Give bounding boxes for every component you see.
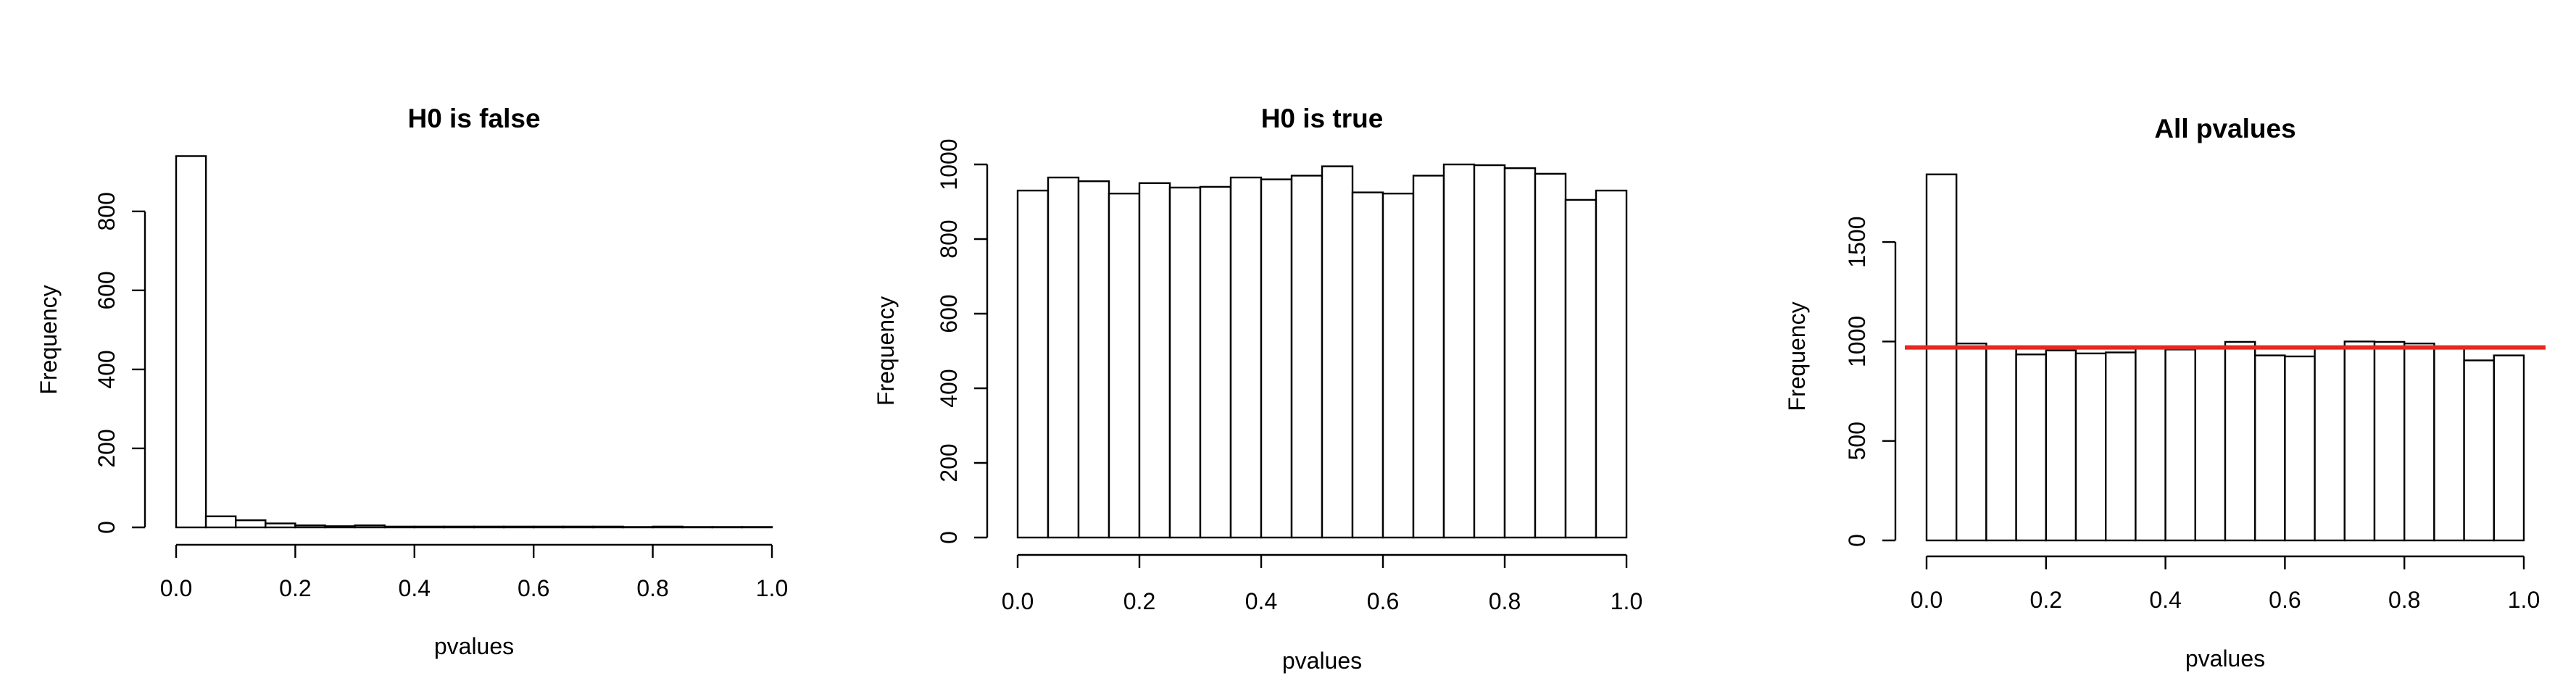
chart2-bar-13 — [1382, 192, 1415, 539]
chart3-x-tick-label: 0.4 — [2149, 587, 2181, 613]
chart2-y-tick-label: 1000 — [936, 138, 962, 190]
chart2-y-tick-label: 0 — [936, 531, 962, 544]
chart3-panel: All pvalues 0.0 0.2 0.4 0.6 0.8 1.0 0 500 1000 150… — [1784, 114, 2546, 672]
chart1-bar-1 — [175, 155, 207, 529]
chart3-bar-6 — [2074, 352, 2107, 542]
chart2-bar-19 — [1564, 198, 1597, 539]
chart1-x-tick-label: 0.0 — [160, 575, 192, 601]
chart1-bar-3 — [235, 519, 267, 529]
chart3-x-label: pvalues — [2185, 645, 2265, 672]
chart2-title: H0 is true — [1261, 104, 1384, 133]
chart3-x-tick-label: 0.0 — [1911, 587, 1943, 613]
chart3-bar-15 — [2343, 340, 2376, 542]
chart2-x-tick-label: 0.0 — [1002, 588, 1034, 614]
chart1-x-tick-label: 0.6 — [518, 575, 549, 601]
chart3-x-tick-label: 0.2 — [2030, 587, 2062, 613]
chart3-bar-9 — [2164, 348, 2197, 542]
chart1-y-tick-label: 400 — [94, 350, 120, 388]
chart2-x-label: pvalues — [1282, 648, 1362, 674]
chart2-y-tick-label: 800 — [936, 220, 962, 258]
chart1-title: H0 is false — [407, 104, 540, 133]
chart2-bar-3 — [1077, 180, 1110, 539]
chart2-bar-1 — [1016, 189, 1050, 539]
chart2-bar-20 — [1595, 189, 1628, 539]
chart3-bar-4 — [2015, 354, 2048, 542]
chart2-bar-6 — [1168, 186, 1202, 539]
chart3-bar-16 — [2373, 340, 2406, 542]
chart3-bar-18 — [2433, 346, 2465, 542]
chart3-bar-19 — [2463, 359, 2496, 542]
chart1-y-label: Frequency — [36, 285, 62, 394]
chart2-bar-7 — [1199, 185, 1232, 539]
chart2-x-tick-label: 0.4 — [1245, 588, 1277, 614]
chart2-bar-5 — [1138, 182, 1171, 539]
chart3-y-tick-label: 1000 — [1844, 316, 1870, 367]
chart2-panel: H0 is true 0.0 0.2 0.4 0.6 0.8 1.0 0 200 400 600 80… — [873, 104, 1642, 674]
chart2-x-tick-label: 0.2 — [1123, 588, 1155, 614]
chart3-bar-8 — [2135, 347, 2166, 542]
chart1-y-tick-label: 800 — [94, 192, 120, 230]
chart1-bar-2 — [204, 515, 237, 529]
chart3-y-tick-label: 500 — [1844, 422, 1870, 460]
chart2-bar-16 — [1473, 164, 1506, 539]
chart1-bar-7 — [354, 524, 386, 529]
chart3-bar-10 — [2194, 346, 2227, 542]
chart2-x-tick-label: 1.0 — [1611, 588, 1642, 614]
chart1-bar-6 — [324, 525, 356, 529]
chart2-bar-10 — [1290, 175, 1324, 539]
chart2-y-tick-label: 600 — [936, 294, 962, 333]
chart3-bar-11 — [2224, 340, 2256, 542]
chart2-bar-17 — [1503, 167, 1537, 539]
chart2-bar-14 — [1412, 175, 1445, 539]
chart2-bar-12 — [1351, 191, 1384, 539]
chart2-bar-4 — [1108, 192, 1141, 539]
chart3-bar-1 — [1925, 173, 1958, 542]
chart1-x-label: pvalues — [434, 633, 514, 659]
chart2-bar-15 — [1442, 163, 1476, 539]
chart2-x-tick-label: 0.6 — [1367, 588, 1399, 614]
chart3-x-tick-label: 1.0 — [2508, 587, 2540, 613]
chart3-x-tick-label: 0.8 — [2388, 587, 2420, 613]
chart1-x-tick-label: 0.4 — [399, 575, 431, 601]
chart2-bar-11 — [1321, 165, 1354, 539]
chart1-x-tick-label: 0.2 — [279, 575, 311, 601]
chart3-bar-14 — [2314, 346, 2346, 542]
chart1-bar-5 — [294, 524, 326, 529]
chart3-bar-13 — [2284, 355, 2316, 542]
chart3-bar-17 — [2403, 342, 2435, 542]
chart3-y-label: Frequency — [1784, 301, 1810, 411]
chart1-panel: H0 is false 0.0 0.2 0.4 0.6 0.8 1.0 0 200 400 600 8… — [36, 104, 788, 659]
chart2-y-tick-label: 200 — [936, 443, 962, 482]
chart2-bar-8 — [1229, 176, 1263, 539]
chart3-bar-12 — [2253, 354, 2286, 542]
chart3-y-tick-label: 0 — [1844, 534, 1870, 547]
chart3-bar-5 — [2045, 349, 2077, 542]
chart3-bar-2 — [1955, 342, 1987, 542]
chart2-y-tick-label: 400 — [936, 369, 962, 407]
chart3-x-tick-label: 0.6 — [2269, 587, 2301, 613]
chart1-y-tick-label: 0 — [94, 521, 120, 534]
chart3-bar-3 — [1985, 346, 2017, 542]
chart2-y-label: Frequency — [873, 296, 899, 406]
chart1-y-tick-label: 600 — [94, 271, 120, 309]
chart2-x-tick-label: 0.8 — [1489, 588, 1521, 614]
chart3-y-tick-label: 1500 — [1844, 217, 1870, 268]
chart1-x-tick-label: 0.8 — [636, 575, 668, 601]
chart3-bar-7 — [2104, 351, 2137, 542]
chart2-bar-18 — [1534, 172, 1567, 539]
chart1-y-tick-label: 200 — [94, 429, 120, 467]
chart2-bar-2 — [1047, 176, 1080, 539]
chart3-bar-20 — [2493, 354, 2525, 542]
chart1-bar-4 — [265, 522, 296, 529]
chart2-bar-9 — [1260, 178, 1293, 539]
chart1-x-tick-label: 1.0 — [756, 575, 788, 601]
chart3-title: All pvalues — [2154, 114, 2295, 143]
